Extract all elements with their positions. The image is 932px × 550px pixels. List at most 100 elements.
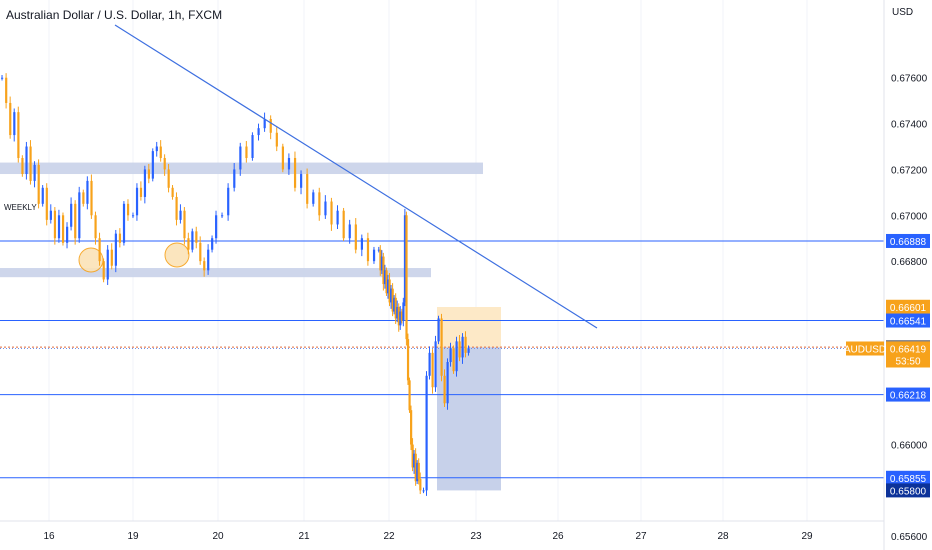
candle-body (446, 362, 449, 404)
trendline (114, 24, 598, 329)
pattern-circle (78, 247, 104, 273)
candle-body (379, 249, 382, 271)
resistance-zone (0, 162, 483, 175)
candle-body (403, 215, 407, 303)
candle-body (122, 203, 126, 243)
y-tick-label: 0.67400 (891, 120, 928, 131)
candle-body (147, 169, 150, 179)
candle-body (422, 490, 425, 492)
candle-body (13, 112, 16, 136)
candle-body (405, 215, 408, 340)
candle-body (211, 238, 214, 250)
candle-body (269, 119, 272, 133)
trendline[interactable] (114, 24, 598, 329)
candle-body (419, 478, 422, 491)
price-badge (886, 313, 930, 328)
candle-body (406, 339, 410, 381)
candle-body (428, 352, 431, 376)
candle-body (90, 180, 93, 216)
candle-body (45, 187, 48, 220)
x-tick-label: 29 (801, 531, 813, 542)
candle-body (191, 231, 194, 250)
candle-body (300, 174, 303, 188)
candle-body (393, 297, 396, 312)
x-tick-label: 28 (717, 531, 729, 542)
candle-body (390, 288, 393, 303)
x-tick-label: 21 (298, 531, 310, 542)
candle-body (437, 318, 440, 342)
candle-body (74, 203, 77, 239)
candle-body (324, 201, 327, 216)
candle-body (187, 238, 190, 250)
symbol-badge-text: AUDUSD (844, 344, 886, 355)
stop-loss-zone (437, 306, 501, 348)
candle-body (452, 348, 455, 372)
grid (48, 0, 808, 521)
x-tick-label: 23 (470, 531, 482, 542)
x-tick-label: 16 (43, 531, 55, 542)
candle-body (151, 151, 154, 179)
candle-body (155, 146, 158, 152)
candle-body (318, 192, 321, 216)
candle-body (33, 164, 36, 181)
y-tick-label: 0.67600 (891, 74, 928, 85)
candle-body (431, 352, 434, 388)
weekly-label: WEEKLY (4, 203, 37, 212)
candle-body (57, 215, 61, 239)
candle-body (410, 410, 413, 445)
candle-body (354, 224, 357, 250)
candle-body (203, 261, 206, 271)
candle-body (78, 192, 81, 239)
candle-body (251, 135, 254, 158)
candle-body (293, 157, 297, 188)
candle-body (215, 215, 218, 239)
candle-body (118, 233, 122, 243)
candle-body (416, 462, 419, 482)
candle-body (110, 249, 113, 266)
candle-body (336, 210, 339, 225)
candle-body (29, 146, 32, 181)
candles (1, 73, 470, 496)
x-tick-label: 22 (383, 531, 395, 542)
candle-body (385, 270, 388, 294)
candle-body (391, 288, 394, 312)
candle-body (458, 341, 461, 358)
candle-body (21, 157, 24, 175)
candle-body (163, 157, 166, 170)
candle-body (455, 341, 458, 372)
candle-body (396, 306, 399, 319)
candle-body (159, 146, 162, 158)
candle-body (449, 348, 452, 363)
candle-body (5, 77, 8, 103)
candle-body (330, 201, 333, 225)
candle-body (312, 192, 315, 204)
candle-body (126, 203, 130, 216)
candle-body (257, 128, 260, 136)
price-badge (886, 483, 930, 498)
candle-body (94, 215, 97, 239)
candle-body (114, 233, 117, 266)
candle-body (388, 279, 391, 303)
candle-body (360, 238, 364, 250)
candle-body (342, 210, 345, 239)
candle-body (275, 132, 278, 147)
price-badge (886, 233, 930, 248)
candle-body (61, 215, 65, 243)
price-badge-text: 0.66541 (890, 317, 927, 328)
candle-body (9, 102, 12, 136)
candle-body (417, 462, 420, 479)
price-badge-text: 0.66888 (890, 237, 927, 248)
candle-body (175, 196, 178, 220)
candle-body (464, 336, 467, 353)
candle-body (53, 210, 57, 239)
symbol-badge (846, 341, 884, 356)
candle-body (399, 311, 402, 326)
candle-body (221, 215, 224, 217)
candle-body (143, 169, 147, 197)
x-tick-label: 26 (552, 531, 564, 542)
candle-body (49, 210, 52, 220)
price-badges: 0.668880.666010.665410.664250.662180.658… (844, 233, 930, 498)
candle-body (199, 242, 202, 262)
candle-body (461, 336, 464, 358)
